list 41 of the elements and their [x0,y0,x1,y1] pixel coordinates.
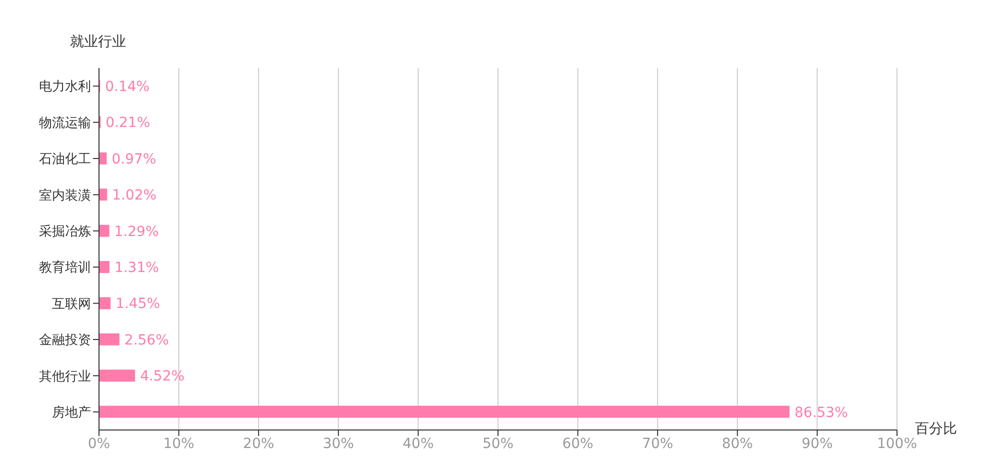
x-tick-label: 0% [88,436,110,452]
x-axis-title: 百分比 [915,420,957,438]
bar [99,333,120,346]
bar [99,152,107,164]
bar [99,261,110,273]
data-label: 4.52% [140,368,185,385]
data-label: 86.53% [794,404,848,421]
data-label: 2.56% [124,332,169,348]
x-tick-label: 70% [642,436,674,452]
x-tick-label: 30% [322,436,354,452]
y-tick-label: 互联网 [52,296,91,312]
y-tick-label: 教育培训 [39,260,91,276]
data-label: 1.31% [114,260,159,276]
y-tick-label: 其他行业 [39,369,91,384]
bar [99,406,790,418]
x-tick-label: 90% [802,436,833,452]
data-label: 1.45% [116,296,160,312]
x-tick-label: 40% [402,436,434,452]
data-label: 0.97% [112,151,156,168]
x-tick-label: 80% [722,436,753,452]
y-tick-label: 房地产 [52,404,91,421]
data-label: 0.14% [105,78,150,95]
x-tick-label: 60% [562,436,594,452]
bar [99,297,111,310]
y-tick-label: 室内装潢 [39,187,91,204]
x-tick-label: 10% [163,436,194,452]
y-tick-label: 物流运输 [39,114,91,131]
data-label: 1.29% [114,224,159,240]
bar [99,370,136,382]
y-tick-label: 采掘冶炼 [39,224,91,240]
data-label: 0.21% [106,115,150,132]
data-label: 1.02% [112,188,157,204]
x-tick-label: 20% [243,436,274,452]
y-tick-label: 石油化工 [39,152,91,168]
y-tick-label: 金融投资 [39,333,91,348]
bar [99,224,110,237]
x-tick-label: 100% [876,436,918,452]
y-tick-label: 电力水利 [39,80,91,95]
x-tick-label: 50% [482,436,514,452]
bar [99,188,108,201]
y-axis-title: 就业行业 [70,33,126,51]
